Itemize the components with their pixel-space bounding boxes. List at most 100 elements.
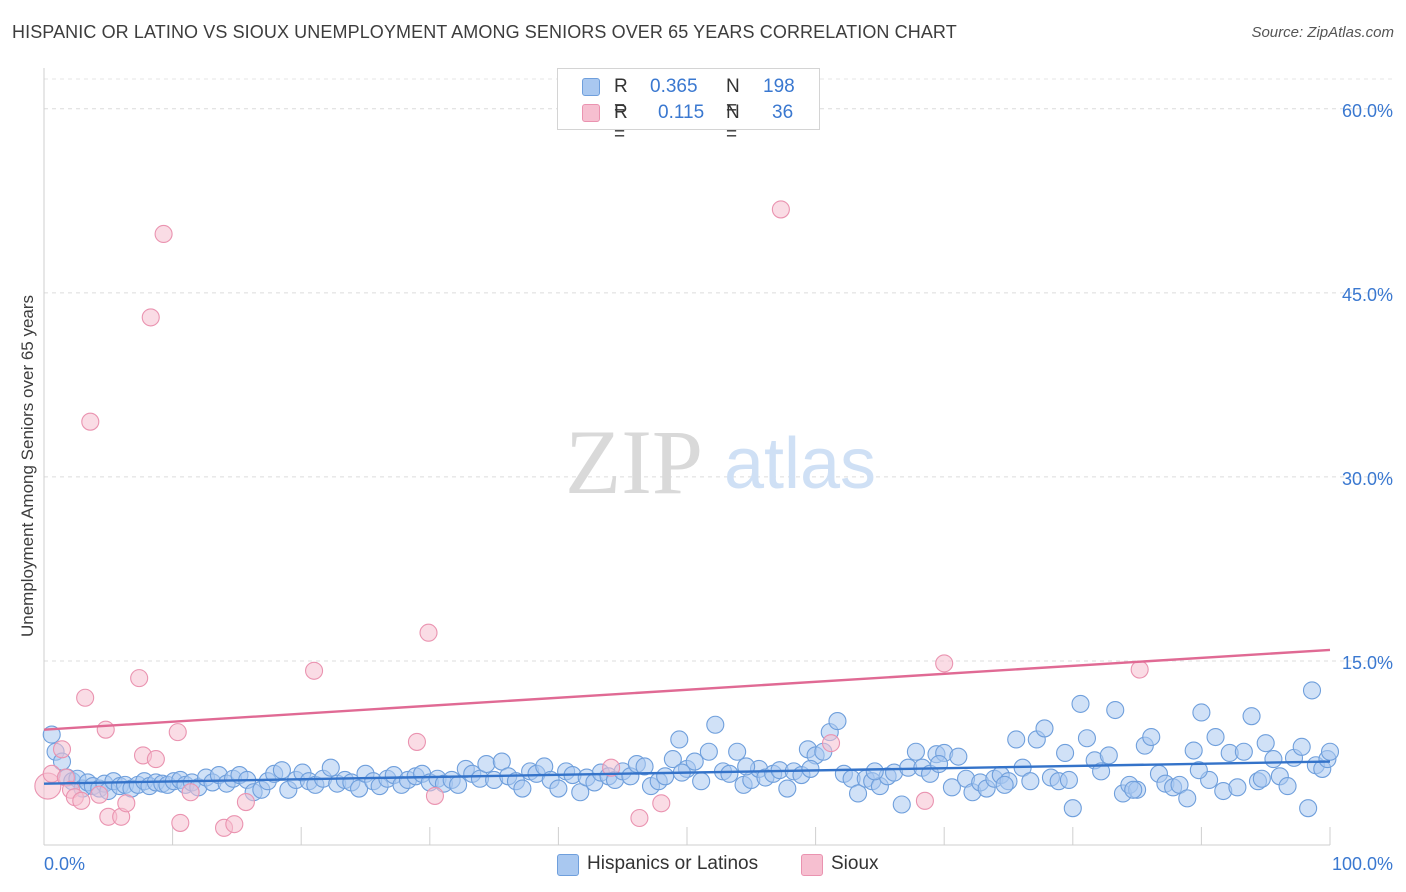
data-point-hispanic bbox=[848, 784, 868, 803]
data-point-hispanic bbox=[906, 742, 925, 761]
data-point-sioux bbox=[1130, 660, 1149, 679]
data-point-hispanic bbox=[1189, 761, 1208, 780]
series-hispanics-points bbox=[42, 681, 1340, 818]
data-point-hispanic bbox=[1071, 694, 1090, 713]
data-point-hispanic bbox=[272, 761, 291, 780]
data-point-sioux bbox=[90, 785, 109, 804]
legend-r-label: R = bbox=[614, 76, 628, 119]
data-point-hispanic bbox=[699, 742, 718, 761]
data-point-hispanic bbox=[1256, 734, 1275, 753]
data-point-hispanic bbox=[720, 764, 739, 783]
data-point-hispanic bbox=[1299, 799, 1318, 818]
data-point-hispanic bbox=[865, 762, 884, 781]
data-point-hispanic bbox=[1252, 769, 1271, 788]
data-point-sioux bbox=[117, 794, 136, 813]
data-point-sioux bbox=[419, 623, 438, 642]
y-axis-title: Unemployment Among Seniors over 65 years bbox=[18, 294, 37, 638]
data-point-hispanic bbox=[1056, 743, 1075, 763]
data-point-hispanic bbox=[656, 767, 675, 786]
trend-line-hispanics bbox=[43, 760, 1331, 785]
data-point-hispanic bbox=[942, 778, 961, 797]
data-point-hispanic bbox=[1099, 746, 1118, 765]
legend-swatch-blue bbox=[582, 78, 600, 96]
data-point-sioux bbox=[630, 808, 649, 828]
data-point-sioux bbox=[52, 740, 72, 759]
data-point-sioux bbox=[81, 412, 100, 431]
data-point-sioux bbox=[935, 654, 954, 673]
data-point-hispanic bbox=[1035, 719, 1054, 738]
data-point-hispanic bbox=[1234, 742, 1253, 761]
tick-labels: 15.0% 30.0% 45.0% 60.0% 0.0% 100.0% bbox=[44, 101, 1393, 874]
axes bbox=[43, 68, 1331, 846]
data-point-sioux bbox=[602, 758, 621, 777]
data-point-hispanic bbox=[1142, 727, 1161, 747]
bottom-legend-label: Hispanics or Latinos bbox=[587, 853, 759, 874]
data-point-sioux bbox=[72, 791, 91, 810]
data-point-hispanic bbox=[801, 759, 820, 778]
data-point-hispanic bbox=[692, 772, 711, 791]
data-point-sioux bbox=[76, 688, 95, 707]
data-point-sioux bbox=[168, 723, 187, 742]
legend-r-label: R = bbox=[614, 102, 628, 145]
legend-n-value: 36 bbox=[772, 102, 794, 123]
legend-n-label: N = bbox=[726, 76, 740, 119]
data-point-sioux bbox=[425, 786, 444, 805]
data-point-hispanic bbox=[1124, 780, 1143, 799]
legend-n-label: N = bbox=[726, 102, 740, 145]
y-tick-label: 45.0% bbox=[1342, 285, 1393, 305]
data-point-sioux bbox=[96, 720, 115, 739]
data-point-sioux bbox=[146, 750, 165, 769]
data-point-sioux bbox=[652, 794, 671, 813]
data-point-hispanic bbox=[930, 754, 949, 774]
data-point-hispanic bbox=[321, 758, 340, 777]
data-point-sioux bbox=[407, 732, 426, 751]
data-point-hispanic bbox=[1242, 707, 1261, 726]
data-point-sioux bbox=[236, 793, 255, 812]
data-point-sioux bbox=[305, 661, 324, 680]
data-point-hispanic bbox=[1059, 770, 1078, 790]
data-point-hispanic bbox=[549, 779, 568, 798]
legend-swatch-pink bbox=[582, 104, 600, 122]
source-label: Source: ZipAtlas.com bbox=[1251, 24, 1394, 41]
data-point-hispanic bbox=[663, 750, 682, 769]
data-point-hispanic bbox=[778, 779, 797, 798]
data-point-hispanic bbox=[828, 712, 847, 731]
trend-lines bbox=[43, 648, 1331, 785]
legend-n-value: 198 bbox=[763, 76, 795, 97]
data-point-hispanic bbox=[670, 730, 689, 749]
watermark-atlas: atlas bbox=[724, 424, 876, 504]
data-point-hispanic bbox=[1320, 742, 1340, 761]
x-tick-label: 100.0% bbox=[1332, 854, 1393, 874]
x-tick-label: 0.0% bbox=[44, 854, 85, 874]
data-point-hispanic bbox=[1077, 729, 1096, 748]
data-point-hispanic bbox=[1184, 741, 1203, 760]
data-point-hispanic bbox=[513, 779, 532, 798]
data-point-hispanic bbox=[685, 752, 704, 771]
correlation-legend: R = 0.365 N = 198 R = 0.115 N = 36 bbox=[557, 68, 820, 145]
data-point-sioux bbox=[821, 734, 841, 753]
data-point-hispanic bbox=[1278, 777, 1297, 796]
data-point-hispanic bbox=[477, 754, 496, 774]
data-point-sioux bbox=[171, 813, 190, 832]
bottom-legend-swatch-pink bbox=[801, 854, 823, 876]
data-point-hispanic bbox=[706, 715, 725, 734]
series-sioux-points bbox=[34, 200, 1149, 837]
data-point-hispanic bbox=[1178, 789, 1197, 808]
data-point-hispanic bbox=[1206, 727, 1225, 747]
data-point-hispanic bbox=[1063, 799, 1082, 818]
data-point-hispanic bbox=[635, 757, 654, 776]
data-point-hispanic bbox=[1007, 730, 1026, 749]
data-point-sioux bbox=[141, 308, 160, 327]
data-point-hispanic bbox=[949, 747, 968, 766]
data-point-hispanic bbox=[1106, 700, 1125, 720]
data-point-hispanic bbox=[1228, 778, 1247, 797]
y-tick-label: 30.0% bbox=[1342, 469, 1393, 489]
data-point-hispanic bbox=[995, 775, 1014, 794]
data-point-hispanic bbox=[892, 795, 911, 814]
trend-line-sioux bbox=[43, 648, 1331, 731]
data-point-sioux bbox=[181, 783, 200, 802]
data-point-sioux bbox=[915, 791, 934, 810]
data-point-hispanic bbox=[449, 775, 468, 794]
bottom-legend-label: Sioux bbox=[831, 853, 879, 874]
